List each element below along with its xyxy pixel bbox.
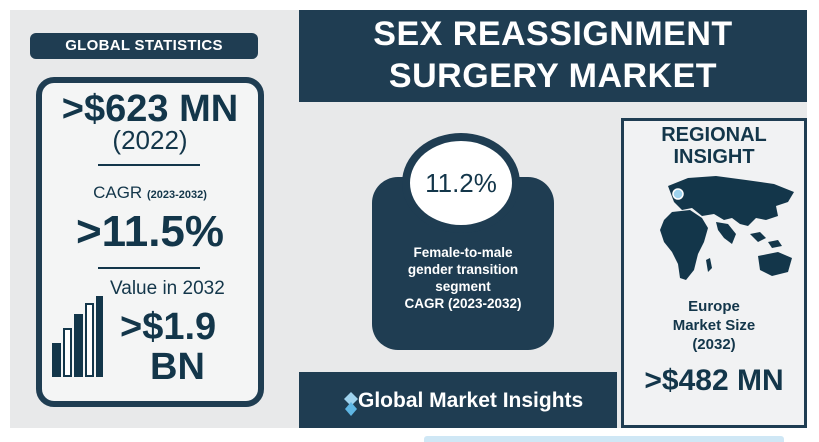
regional-title-line-2: INSIGHT (673, 146, 755, 168)
cagr-label-text: CAGR (93, 183, 143, 202)
europe-market-value: >$482 MN (644, 364, 784, 397)
europe-label-line-2: Market Size (672, 317, 756, 334)
divider (98, 267, 200, 269)
segment-line-3: segment (435, 279, 491, 294)
global-statistics-badge: GLOBAL STATISTICS (30, 33, 258, 59)
value-2032-label: Value in 2032 (110, 278, 225, 299)
segment-line-1: Female-to-male (413, 245, 513, 260)
segment-line-2: gender transition (407, 262, 519, 277)
world-map-icon (660, 176, 794, 280)
cagr-label: CAGR (2023-2032) (36, 183, 264, 203)
regional-insight-title: REGIONAL INSIGHT (621, 124, 807, 168)
brand-name: Global Market Insights (358, 389, 584, 412)
bottom-tab-strip (424, 436, 784, 442)
gmi-logo-icon (344, 392, 358, 416)
segment-cagr-circle: 11.2% (402, 133, 520, 233)
cagr-period: (2023-2032) (146, 189, 207, 201)
cagr-value: >11.5% (75, 207, 225, 256)
market-value-year: (2022) (112, 125, 188, 155)
segment-description: Female-to-male gender transition segment… (372, 244, 554, 312)
value-2032-amount: >$1.9 (120, 306, 217, 348)
europe-market-label: Europe Market Size (2032) (621, 297, 807, 354)
regional-title-line-1: REGIONAL (661, 124, 767, 146)
market-value-2022: >$623 MN (61, 88, 239, 130)
segment-line-4: CAGR (2023-2032) (404, 296, 522, 311)
title-line-1: SEX REASSIGNMENT (373, 15, 733, 53)
europe-label-line-3: (2032) (692, 336, 736, 353)
europe-label-line-1: Europe (688, 298, 740, 315)
title-banner (299, 10, 807, 102)
title-line-2: SURGERY MARKET (388, 57, 718, 95)
value-2032-unit: BN (150, 346, 205, 388)
divider (98, 164, 200, 166)
